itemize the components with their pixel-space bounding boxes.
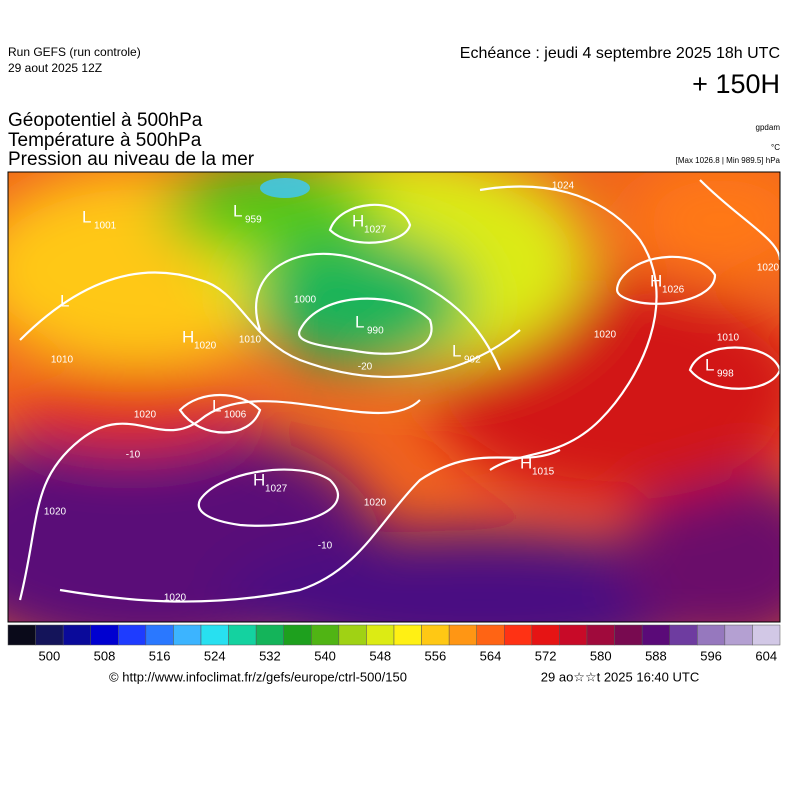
- echeance: Echéance : jeudi 4 septembre 2025 18h UT…: [460, 45, 780, 62]
- contour-label: 1020: [134, 410, 157, 421]
- center-value: 1027: [265, 484, 288, 495]
- map: [8, 172, 780, 622]
- center-type: L: [355, 312, 364, 331]
- center-value: 1001: [94, 221, 117, 232]
- contour-label: 1024: [552, 181, 575, 192]
- center-type: H: [352, 211, 364, 230]
- colorbar-swatch: [504, 624, 533, 646]
- contour-label: -10: [318, 541, 333, 552]
- colorbar-swatch: [614, 624, 643, 646]
- colorbar-tick-label: 572: [535, 648, 557, 663]
- run-label: Run GEFS (run controle): [8, 45, 141, 59]
- colorbar-tick-label: 580: [590, 648, 612, 663]
- center-type: L: [705, 355, 714, 374]
- unit: °C: [771, 143, 780, 152]
- center-value: 1020: [194, 341, 217, 352]
- colorbar-swatch: [62, 624, 91, 646]
- colorbar-swatch: [421, 624, 450, 646]
- contour-label: 1010: [51, 355, 74, 366]
- center-type: L: [233, 201, 242, 220]
- source-url: © http://www.infoclimat.fr/z/gefs/europe…: [109, 669, 407, 684]
- colorbar-tick-label: 500: [39, 648, 61, 663]
- contour-label: 1020: [44, 507, 67, 518]
- center-type: L: [82, 207, 91, 226]
- colorbar-swatch: [752, 624, 781, 646]
- colorbar-swatch: [200, 624, 229, 646]
- colorbar-tick-label: 532: [259, 648, 281, 663]
- colorbar-tick-label: 540: [314, 648, 336, 663]
- colorbar-tick-label: 548: [369, 648, 391, 663]
- colorbar-tick-label: 604: [755, 648, 777, 663]
- center-value: 1027: [364, 225, 387, 236]
- run-date: 29 aout 2025 12Z: [8, 61, 102, 75]
- colorbar-swatch: [724, 624, 753, 646]
- unit: gpdam: [756, 123, 781, 132]
- contour-label: -10: [126, 450, 141, 461]
- contour-label: -20: [358, 362, 373, 373]
- contour-label: 1020: [364, 498, 387, 509]
- colorbar-tick-label: 508: [94, 648, 116, 663]
- center-type: L: [212, 396, 221, 415]
- center-type: H: [520, 453, 532, 472]
- colorbar-swatch: [255, 624, 284, 646]
- center-value: 998: [717, 369, 734, 380]
- colorbar-tick-label: 516: [149, 648, 171, 663]
- colorbar-swatch: [559, 624, 588, 646]
- colorbar-swatch: [697, 624, 726, 646]
- map-frame: [7, 171, 781, 623]
- center-type: H: [650, 271, 662, 290]
- center-type: H: [182, 327, 194, 346]
- colorbar-tick-label: 556: [425, 648, 447, 663]
- colorbar-swatch: [145, 624, 174, 646]
- center-value: 959: [245, 215, 262, 226]
- colorbar-swatch: [669, 624, 698, 646]
- colorbar-tick-label: 564: [480, 648, 502, 663]
- colorbar-swatch: [311, 624, 340, 646]
- colorbar-swatch: [7, 624, 36, 646]
- title: Pression au niveau de la mer: [8, 149, 255, 170]
- center-value: 992: [464, 355, 481, 366]
- center-type: H: [253, 470, 265, 489]
- center-type: L: [452, 341, 461, 360]
- title: Géopotentiel à 500hPa: [8, 110, 203, 131]
- colorbar-swatch: [641, 624, 670, 646]
- center-type: L: [60, 291, 69, 310]
- colorbar-swatch: [393, 624, 422, 646]
- center-value: 1006: [224, 410, 247, 421]
- contour-label: 1020: [164, 593, 187, 604]
- colorbar-swatch: [586, 624, 615, 646]
- colorbar-swatch: [35, 624, 64, 646]
- colorbar-swatch: [90, 624, 119, 646]
- colorbar-swatch: [531, 624, 560, 646]
- lead-time: + 150H: [692, 69, 780, 99]
- colorbar-swatch: [366, 624, 395, 646]
- contour-label: 1020: [757, 263, 780, 274]
- center-value: 1026: [662, 285, 685, 296]
- colorbar-swatch: [476, 624, 505, 646]
- title: Température à 500hPa: [8, 130, 202, 151]
- contour-label: 1020: [594, 330, 617, 341]
- contour-label: 1010: [717, 333, 740, 344]
- colorbar-swatch: [228, 624, 257, 646]
- colorbar-swatch: [283, 624, 312, 646]
- colorbar-swatch: [448, 624, 477, 646]
- center-value: 990: [367, 326, 384, 337]
- unit: [Max 1026.8 | Min 989.5] hPa: [676, 156, 781, 165]
- contour-label: 1010: [239, 335, 262, 346]
- timestamp: 29 ao☆☆t 2025 16:40 UTC: [541, 669, 699, 684]
- center-value: 1015: [532, 467, 555, 478]
- colorbar-tick-label: 524: [204, 648, 226, 663]
- colorbar-swatch: [173, 624, 202, 646]
- colorbar-swatch: [338, 624, 367, 646]
- colorbar-swatch: [118, 624, 147, 646]
- colorbar-tick-label: 596: [700, 648, 722, 663]
- colorbar-tick-label: 588: [645, 648, 667, 663]
- contour-label: 1000: [294, 295, 317, 306]
